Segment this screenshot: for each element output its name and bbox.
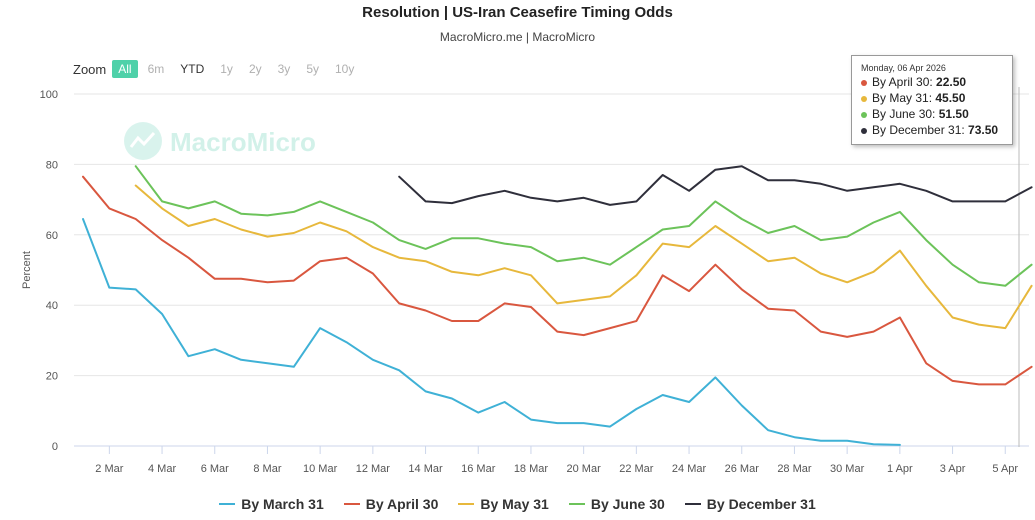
zoom-10y-button[interactable]: 10y bbox=[335, 62, 355, 76]
x-tick-label: 4 Mar bbox=[148, 463, 176, 475]
y-tick-label: 80 bbox=[46, 159, 58, 171]
chart-subtitle: MacroMicro.me | MacroMicro bbox=[439, 30, 596, 44]
legend-label: By May 31 bbox=[480, 496, 549, 512]
legend-item-april-30[interactable]: By April 30 bbox=[343, 496, 439, 512]
x-tick-label: 10 Mar bbox=[303, 463, 338, 475]
legend-item-may-31[interactable]: By May 31 bbox=[458, 496, 549, 512]
chart-title: Resolution | US-Iran Ceasefire Timing Od… bbox=[362, 4, 673, 21]
zoom-3y-button[interactable]: 3y bbox=[277, 62, 291, 76]
tooltip: Monday, 06 Apr 2026 By April 30: 22.50 B… bbox=[851, 55, 1013, 145]
y-axis: 0 20 40 60 80 100 bbox=[40, 89, 58, 453]
series-line-by-april-30[interactable] bbox=[82, 175, 1033, 386]
tooltip-row-label: By June 30: bbox=[872, 107, 939, 121]
grid-lines bbox=[74, 93, 1029, 447]
dot-icon bbox=[861, 79, 867, 86]
x-tick-label: 8 Mar bbox=[253, 463, 281, 475]
tooltip-row-value: 45.50 bbox=[935, 91, 966, 105]
x-tick-label: 28 Mar bbox=[777, 463, 812, 475]
tooltip-row-label: By May 31: bbox=[872, 91, 936, 105]
y-tick-label: 0 bbox=[52, 441, 58, 453]
watermark: MacroMicro bbox=[124, 122, 316, 160]
x-tick-label: 12 Mar bbox=[356, 463, 391, 475]
tooltip-row: By May 31: 45.50 bbox=[861, 91, 1012, 105]
legend-label: By June 30 bbox=[590, 496, 665, 512]
zoom-bar: Zoom All 6m YTD 1y 2y 3y 5y 10y bbox=[73, 60, 364, 78]
tooltip-row-value: 22.50 bbox=[936, 75, 967, 89]
x-tick-label: 18 Mar bbox=[514, 463, 549, 475]
y-tick-label: 60 bbox=[46, 230, 58, 242]
watermark-text: MacroMicro bbox=[170, 127, 316, 157]
series-line-by-december-31[interactable] bbox=[398, 165, 1033, 206]
series-line-by-march-31[interactable] bbox=[82, 218, 901, 446]
x-tick-label: 30 Mar bbox=[830, 463, 865, 475]
y-tick-label: 20 bbox=[46, 371, 58, 383]
tooltip-row: By December 31: 73.50 bbox=[861, 123, 1012, 137]
x-tick-label: 3 Apr bbox=[940, 463, 966, 475]
dot-icon bbox=[861, 127, 867, 134]
dot-icon bbox=[861, 111, 867, 118]
x-axis: 2 Mar 4 Mar 6 Mar 8 Mar 10 Mar 12 Mar 14 Mar 16… bbox=[95, 446, 1018, 475]
x-tick-label: 5 Apr bbox=[992, 463, 1018, 475]
tooltip-row-label: By December 31: bbox=[872, 123, 969, 137]
x-tick-label: 22 Mar bbox=[619, 463, 654, 475]
x-tick-label: 16 Mar bbox=[461, 463, 496, 475]
zoom-1y-button[interactable]: 1y bbox=[220, 62, 233, 76]
y-axis-label: Percent bbox=[21, 251, 33, 289]
series-line-by-may-31[interactable] bbox=[134, 184, 1033, 330]
legend-label: By December 31 bbox=[706, 496, 816, 512]
zoom-all-button[interactable]: All bbox=[112, 60, 138, 78]
legend: By March 31 By April 30 By May 31 By Jun… bbox=[0, 496, 1035, 512]
tooltip-row-value: 51.50 bbox=[938, 107, 969, 121]
tooltip-row: By April 30: 22.50 bbox=[861, 75, 1012, 89]
tooltip-row: By June 30: 51.50 bbox=[861, 107, 1012, 121]
x-tick-label: 20 Mar bbox=[567, 463, 602, 475]
tooltip-row-label: By April 30: bbox=[872, 75, 937, 89]
watermark-logo-icon bbox=[124, 122, 162, 160]
x-tick-label: 14 Mar bbox=[408, 463, 443, 475]
x-tick-label: 1 Apr bbox=[887, 463, 913, 475]
zoom-2y-button[interactable]: 2y bbox=[248, 62, 262, 76]
x-tick-label: 24 Mar bbox=[672, 463, 707, 475]
x-tick-label: 26 Mar bbox=[725, 463, 760, 475]
series-line-by-june-30[interactable] bbox=[134, 165, 1033, 287]
y-tick-label: 40 bbox=[46, 300, 58, 312]
y-tick-label: 100 bbox=[40, 89, 58, 101]
zoom-6m-button[interactable]: 6m bbox=[147, 62, 165, 76]
tooltip-date: Monday, 06 Apr 2026 bbox=[861, 63, 946, 73]
legend-item-march-31[interactable]: By March 31 bbox=[219, 496, 324, 512]
zoom-5y-button[interactable]: 5y bbox=[306, 62, 319, 76]
dot-icon bbox=[861, 95, 867, 102]
series-lines bbox=[82, 165, 1033, 446]
x-tick-label: 6 Mar bbox=[201, 463, 229, 475]
legend-label: By March 31 bbox=[241, 496, 324, 512]
zoom-ytd-button[interactable]: YTD bbox=[180, 62, 205, 76]
legend-item-june-30[interactable]: By June 30 bbox=[568, 496, 665, 512]
x-tick-label: 2 Mar bbox=[95, 463, 123, 475]
legend-item-december-31[interactable]: By December 31 bbox=[684, 496, 816, 512]
zoom-label: Zoom bbox=[73, 61, 107, 77]
tooltip-row-value: 73.50 bbox=[968, 123, 999, 137]
legend-label: By April 30 bbox=[365, 496, 439, 512]
